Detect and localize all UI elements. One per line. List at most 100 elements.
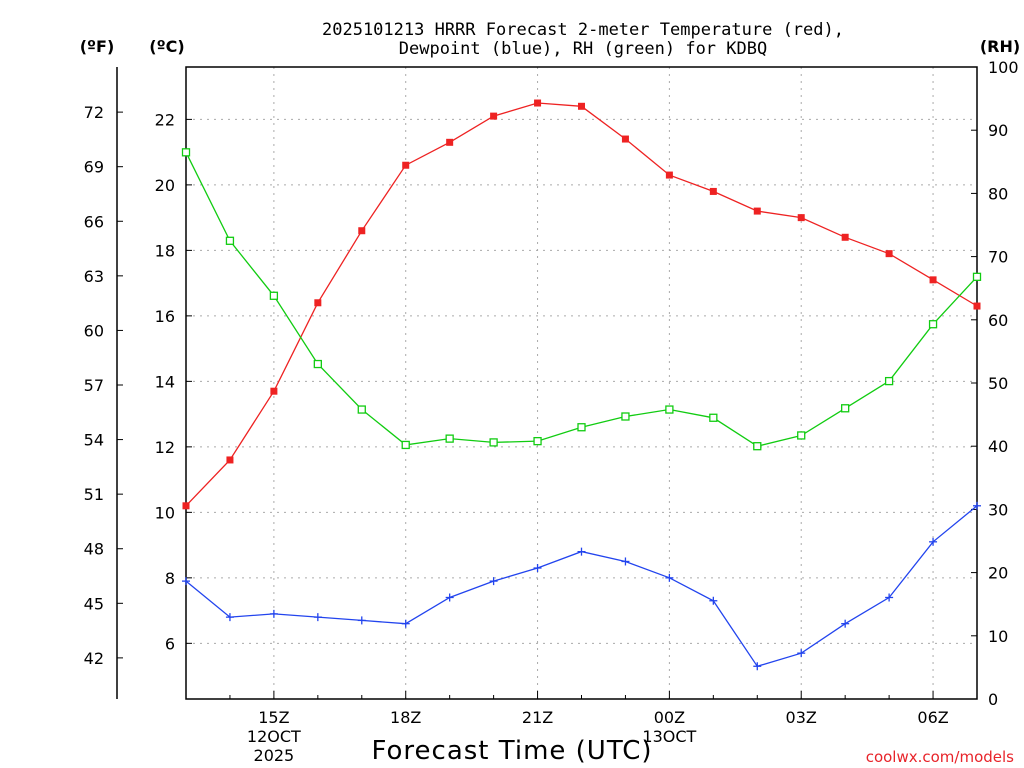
temperature-point (973, 302, 981, 310)
rh-point (621, 412, 630, 421)
rh-point (225, 236, 235, 245)
x-tick-date-label: 12OCT (247, 727, 301, 746)
series-lines (185, 102, 978, 668)
dewpoint-point (445, 593, 454, 602)
dewpoint-line (185, 505, 978, 668)
celsius-tick-label: 10 (155, 503, 175, 522)
rh-line (185, 152, 978, 447)
rh-tick-label: 70 (988, 248, 1008, 267)
temperature-point (797, 214, 805, 222)
rh-point (181, 148, 191, 157)
x-tick-label: 06Z (917, 708, 948, 727)
dewpoint-point (621, 557, 630, 566)
x-tick-year-label: 2025 (254, 746, 295, 765)
rh-point (884, 376, 894, 386)
dewpoint-point (665, 573, 674, 582)
temperature-point (665, 171, 673, 179)
dewpoint-point (313, 613, 322, 622)
rh-tick-label: 100 (988, 58, 1019, 77)
celsius-tick-label: 14 (155, 372, 175, 391)
celsius-tick-label: 16 (155, 307, 175, 326)
rh-point (533, 436, 542, 446)
dewpoint-point (797, 649, 806, 658)
temperature-point (841, 233, 849, 241)
fahrenheit-tick-label: 63 (84, 267, 104, 286)
rh-point (269, 291, 279, 300)
rh-point (665, 405, 674, 414)
rh-tick-label: 10 (988, 627, 1008, 646)
rh-tick-label: 50 (988, 374, 1008, 393)
dewpoint-point (357, 616, 366, 625)
rh-tick-label: 80 (988, 184, 1008, 203)
x-tick-date-label: 13OCT (642, 727, 696, 746)
temperature-point (314, 299, 322, 307)
dewpoint-point (753, 662, 762, 671)
fahrenheit-tick-label: 69 (84, 158, 104, 177)
series-markers (181, 99, 982, 671)
fahrenheit-unit-label: (ºF) (80, 37, 115, 56)
temperature-point (358, 227, 366, 235)
temperature-point (753, 207, 761, 215)
rh-point (577, 423, 586, 432)
x-tick-label: 00Z (654, 708, 685, 727)
fahrenheit-tick-label: 48 (84, 540, 104, 559)
x-tick-label: 03Z (786, 708, 817, 727)
dewpoint-point (182, 577, 190, 586)
celsius-tick-label: 22 (155, 110, 175, 129)
temperature-point (446, 138, 454, 146)
rh-point (928, 320, 938, 329)
rh-point (841, 404, 850, 413)
temperature-point (621, 135, 629, 143)
dewpoint-point (401, 619, 410, 628)
dewpoint-point (929, 537, 938, 546)
rh-tick-label: 90 (988, 121, 1008, 140)
dewpoint-point (841, 619, 850, 628)
watermark: coolwx.com/models (866, 748, 1014, 766)
chart-title-line1: 2025101213 HRRR Forecast 2-meter Tempera… (322, 20, 844, 40)
temperature-line (185, 102, 978, 507)
celsius-unit-label: (ºC) (149, 37, 184, 56)
fahrenheit-tick-label: 54 (84, 431, 104, 450)
dewpoint-point (577, 547, 586, 556)
rh-point (401, 440, 410, 450)
temperature-point (578, 102, 585, 110)
axes: 42 45 48 51 54 57 60 63 66 69 72 6 8 10 12 14 16 18 20 22 0 1… (84, 58, 1019, 765)
fahrenheit-tick-label: 60 (84, 321, 104, 340)
temperature-point (490, 112, 498, 120)
rh-point (357, 405, 366, 414)
dewpoint-point (885, 593, 894, 602)
celsius-tick-label: 12 (155, 438, 175, 457)
rh-point (445, 434, 454, 443)
temperature-point (402, 161, 410, 169)
dewpoint-point (225, 613, 234, 622)
temperature-point (270, 387, 278, 395)
rh-point (313, 359, 322, 369)
fahrenheit-tick-label: 42 (84, 649, 104, 668)
rh-point (972, 272, 982, 281)
temperature-point (929, 276, 937, 284)
plot-frame (185, 66, 978, 700)
temperature-point (182, 502, 190, 510)
rh-tick-label: 40 (988, 437, 1008, 456)
celsius-tick-label: 20 (155, 176, 175, 195)
temperature-point (709, 187, 717, 195)
rh-tick-label: 60 (988, 311, 1008, 330)
fahrenheit-tick-label: 66 (84, 212, 104, 231)
rh-tick-label: 0 (988, 690, 998, 709)
rh-point (489, 438, 498, 447)
fahrenheit-tick-label: 45 (84, 594, 104, 613)
fahrenheit-tick-label: 51 (84, 485, 104, 504)
fahrenheit-tick-label: 57 (84, 376, 104, 395)
dewpoint-point (489, 577, 498, 586)
fahrenheit-tick-label: 72 (84, 103, 104, 122)
temperature-point (226, 456, 234, 464)
rh-tick-label: 20 (988, 564, 1008, 583)
x-tick-label: 15Z (258, 708, 289, 727)
temperature-point (885, 250, 893, 258)
x-tick-label: 18Z (390, 708, 421, 727)
rh-tick-label: 30 (988, 500, 1008, 519)
rh-point (797, 431, 806, 440)
rh-point (709, 413, 718, 422)
